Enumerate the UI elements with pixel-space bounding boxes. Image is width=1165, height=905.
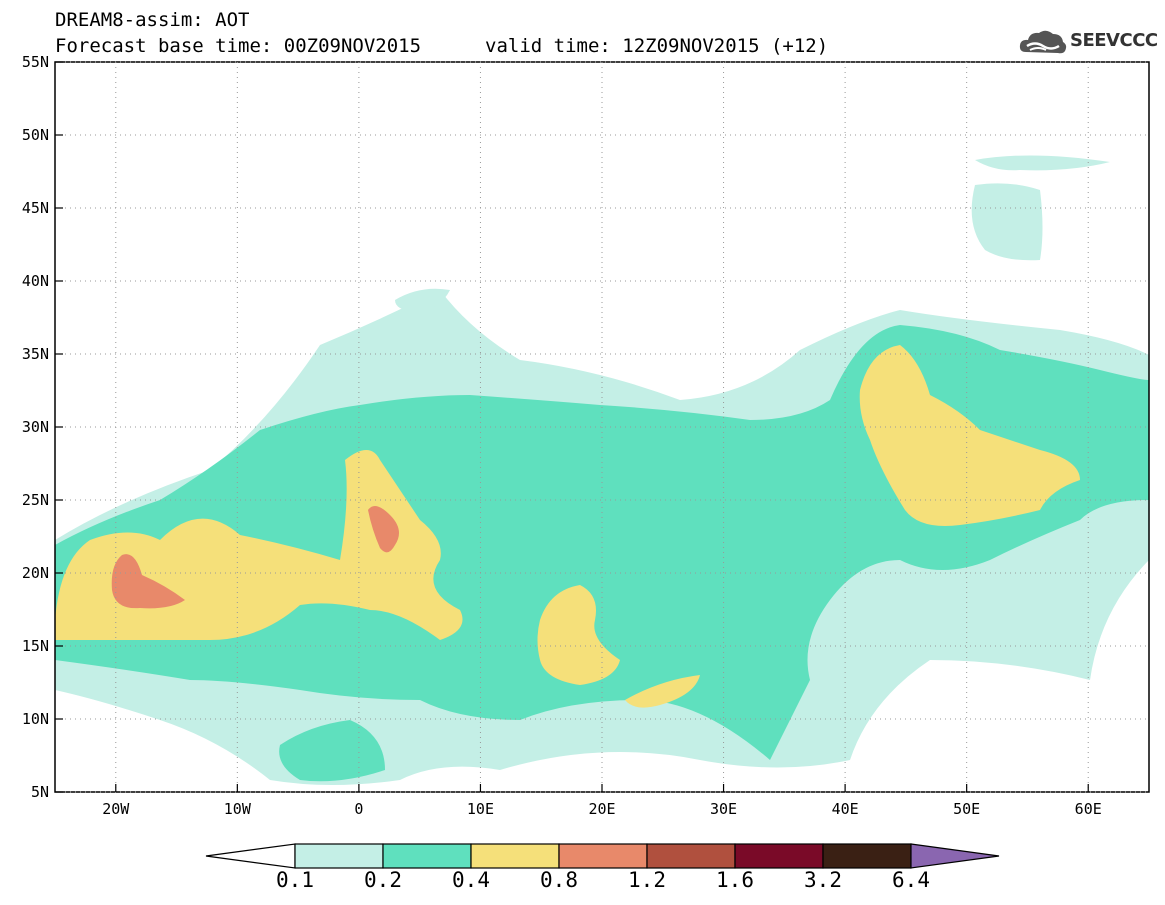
lat-label: 15N bbox=[21, 637, 49, 655]
lat-label: 20N bbox=[21, 564, 49, 582]
map-title: DREAM8-assim: AOT bbox=[55, 9, 250, 31]
map-ticks bbox=[55, 61, 1089, 793]
colorbar-swatch bbox=[558, 843, 648, 869]
lon-label: 10W bbox=[223, 800, 251, 818]
aot-field bbox=[55, 155, 1149, 785]
lat-label: 55N bbox=[21, 53, 49, 71]
aot-band-0.4-chad bbox=[537, 585, 620, 685]
colorbar-swatch bbox=[382, 843, 472, 869]
graticule bbox=[55, 61, 1149, 793]
aot-band-0.1-north bbox=[975, 155, 1110, 171]
lon-label: 0 bbox=[354, 800, 364, 818]
colorbar-level-label: 1.6 bbox=[716, 868, 754, 892]
colorbar-level-label: 6.4 bbox=[892, 868, 930, 892]
colorbar-swatch bbox=[822, 843, 912, 869]
colorbar-level-label: 0.1 bbox=[276, 868, 314, 892]
colorbar-level-label: 0.2 bbox=[364, 868, 402, 892]
lat-label: 40N bbox=[21, 272, 49, 290]
aot-band-0.8-mali bbox=[368, 506, 399, 553]
lon-label: 50E bbox=[953, 800, 981, 818]
seevccc-logo: SEEVCCC bbox=[1018, 24, 1158, 60]
colorbar-level-label: 3.2 bbox=[804, 868, 842, 892]
colorbar-swatch bbox=[646, 843, 736, 869]
colorbar-level-label: 1.2 bbox=[628, 868, 666, 892]
valid-time: valid time: 12Z09NOV2015 (+12) bbox=[485, 35, 829, 57]
colorbar-swatch bbox=[294, 843, 384, 869]
lat-label: 30N bbox=[21, 418, 49, 436]
lat-label: 50N bbox=[21, 126, 49, 144]
aot-band-0.1-caspian bbox=[971, 183, 1043, 261]
aot-band-0.2-gulf-guinea bbox=[279, 720, 385, 782]
aot-band-0.1-iberia bbox=[395, 288, 450, 312]
forecast-base-time: Forecast base time: 00Z09NOV2015 bbox=[55, 35, 422, 57]
aot-band-0.8-mauritania bbox=[111, 554, 185, 609]
lat-label: 45N bbox=[21, 199, 49, 217]
lon-label: 10E bbox=[466, 800, 494, 818]
aot-band-0.4-arabia bbox=[859, 345, 1080, 526]
lat-label: 25N bbox=[21, 491, 49, 509]
cloud-icon bbox=[1019, 30, 1067, 54]
aot-band-0.4-sudan bbox=[625, 675, 700, 708]
colorbar-swatch bbox=[470, 843, 560, 869]
colorbar bbox=[205, 843, 1000, 869]
colorbar-level-label: 0.4 bbox=[452, 868, 490, 892]
lat-label: 5N bbox=[30, 783, 49, 801]
lon-label: 60E bbox=[1074, 800, 1102, 818]
colorbar-swatch bbox=[734, 843, 824, 869]
logo-text: SEEVCCC bbox=[1070, 30, 1158, 51]
lon-label: 20W bbox=[102, 800, 130, 818]
lat-label: 35N bbox=[21, 345, 49, 363]
colorbar-max-arrow bbox=[910, 843, 1000, 869]
colorbar-level-label: 0.8 bbox=[540, 868, 578, 892]
lon-label: 20E bbox=[588, 800, 616, 818]
colorbar-min-arrow bbox=[205, 843, 296, 869]
lon-label: 40E bbox=[831, 800, 859, 818]
lon-label: 30E bbox=[710, 800, 738, 818]
lat-label: 10N bbox=[21, 710, 49, 728]
